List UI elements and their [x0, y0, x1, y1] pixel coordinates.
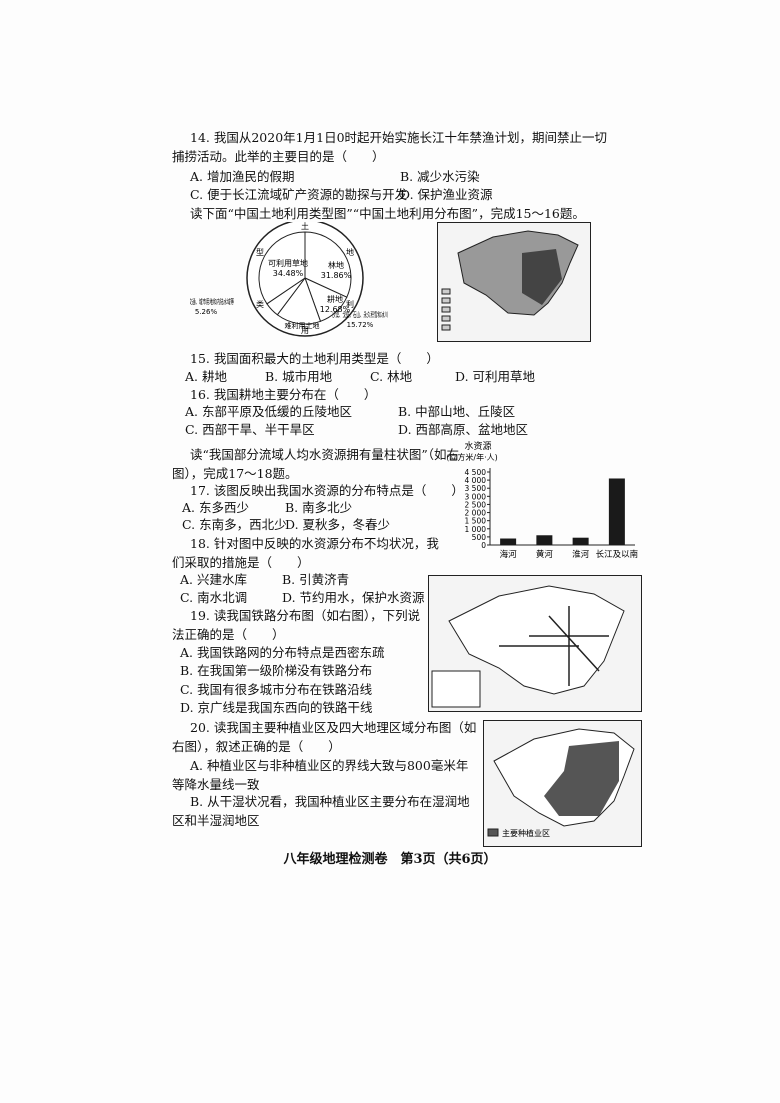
option: A. 兴建水库 [180, 572, 247, 587]
option: C. 东南多，西北少 [182, 517, 287, 532]
y-tick-label: 2 000 [465, 509, 487, 518]
bar [608, 478, 625, 545]
y-tick-label: 1 500 [465, 517, 487, 526]
map-drawing [431, 585, 625, 708]
option: A. 耕地 [185, 369, 227, 384]
q14-stem: 14. 我国从2020年1月1日0时起开始实施长江十年禁渔计划，期间禁止一切捕捞… [172, 130, 608, 164]
option: C. 林地 [370, 369, 413, 384]
option: D. 京广线是我国东西向的铁路干线 [180, 700, 373, 715]
pie-slice [276, 276, 322, 325]
y-tick-label: 3 500 [465, 484, 487, 493]
railway-map [428, 575, 642, 712]
option: B. 从干湿状况看，我国种植业区主要分布在湿润地区和半湿润地区 [172, 794, 470, 828]
pie-slice [304, 231, 352, 298]
option: D. 夏秋多，冬春少 [285, 517, 391, 532]
option: C. 南水北调 [180, 590, 248, 605]
y-tick-label: 3 000 [465, 492, 487, 501]
pie-slice [258, 231, 306, 305]
option: C. 我国有很多城市分布在铁路沿线 [180, 682, 373, 697]
q17-stem: 17. 该图反映出我国水资源的分布特点是（ ） [190, 483, 464, 498]
q16-stem: 16. 我国耕地主要分布在（ ） [190, 387, 377, 402]
q19-stem: 19. 读我国铁路分布图（如右图），下列说法正确的是（ ） [172, 608, 421, 642]
slice-value: 34.48% [273, 269, 304, 278]
intro: 读“我国部分流域人均水资源拥有量柱状图”（如右图），完成17～18题。 [172, 447, 460, 481]
ring-text: 类 [256, 299, 264, 309]
y-tick-label: 500 [472, 533, 487, 542]
option: A. 种植业区与非种植业区的界线大致与800毫米年等降水量线一致 [172, 758, 469, 792]
bar [536, 535, 553, 545]
option: B. 引黄济青 [282, 572, 350, 587]
chart-title: 水资源 [464, 440, 491, 452]
unit: (立方米/年·人) [446, 452, 497, 462]
option: D. 保护渔业资源 [400, 187, 493, 202]
y-tick-label: 4 500 [465, 468, 487, 477]
group-label: 难利用土地 [285, 321, 320, 330]
slice-label: 工矿、交通、城市用地和内陆水域等 [190, 297, 234, 306]
ring-text: 型 [256, 248, 264, 257]
option: B. 南多北少 [285, 500, 353, 515]
x-tick-label: 黄河 [536, 549, 554, 560]
farmland-area [522, 249, 562, 305]
china-shape [448, 585, 625, 695]
option: B. 中部山地、丘陵区 [398, 404, 516, 419]
option: B. 减少水污染 [400, 169, 480, 184]
legend-swatch [487, 828, 499, 837]
bar [572, 537, 589, 545]
y-tick-label: 0 [481, 541, 486, 550]
option: C. 便于长江流域矿产资源的勘探与开发 [190, 187, 408, 202]
ring-text: 利 [346, 299, 354, 309]
option: B. 城市用地 [265, 369, 333, 384]
slice-value: 15.72% [347, 321, 374, 329]
x-tick-label: 长江及以南 [596, 549, 639, 560]
ring-text: 地 [346, 247, 354, 257]
q20-stem: 20. 读我国主要种植业区及四大地理区域分布图（如右图），叙述正确的是（ ） [172, 720, 477, 754]
bar [500, 538, 517, 545]
legend-box [431, 670, 481, 708]
ring-text: 土 [301, 222, 309, 231]
slice-value: 5.26% [195, 308, 218, 316]
option: D. 节约用水，保护水资源 [282, 590, 425, 605]
slice-value: 31.86% [321, 271, 352, 280]
map-drawing [441, 230, 579, 331]
legend-swatches [441, 288, 451, 331]
option: D. 可利用草地 [455, 369, 536, 384]
slice-label: 沙漠、戈壁、石山、永久积雪和冰川 [332, 310, 388, 319]
crop-area [544, 741, 619, 816]
x-tick-label: 淮河 [572, 549, 590, 560]
q18-stem: 18. 针对图中反映的水资源分布不均状况，我们采取的措施是（ ） [172, 536, 439, 570]
option: A. 我国铁路网的分布特点是西密东疏 [180, 645, 385, 660]
slice-label: 耕地 [327, 294, 343, 304]
option: A. 东多西少 [182, 500, 249, 515]
option: B. 在我国第一级阶梯没有铁路分布 [180, 663, 373, 678]
slice-label: 可利用草地 [268, 258, 308, 268]
y-tick-label: 4 000 [465, 476, 487, 485]
option: A. 东部平原及低缓的丘陵地区 [185, 404, 352, 419]
ring-text: 用 [301, 326, 309, 335]
y-tick-label: 2 500 [465, 500, 487, 509]
slice-value: 12.68% [320, 305, 351, 314]
x-tick-label: 海河 [500, 549, 518, 560]
map-drawing: 主要种植业区 [487, 728, 635, 838]
y-tick-label: 1 000 [465, 525, 487, 534]
intro: 读下面“中国土地利用类型图”“中国土地利用分布图”，完成15～16题。 [190, 206, 585, 221]
option: A. 增加渔民的假期 [190, 169, 295, 184]
slice-label: 林地 [328, 260, 344, 270]
option: D. 西部高原、盆地地区 [398, 422, 529, 437]
footer: 八年级地理检测卷 第3页（共6页） [283, 852, 497, 867]
land-use-map [437, 222, 591, 342]
railways [499, 606, 609, 686]
legend-label: 主要种植业区 [502, 828, 550, 838]
crop-map: 主要种植业区 [483, 720, 642, 847]
option: C. 西部干旱、半干旱区 [185, 422, 315, 437]
q15-stem: 15. 我国面积最大的土地利用类型是（ ） [190, 351, 439, 366]
